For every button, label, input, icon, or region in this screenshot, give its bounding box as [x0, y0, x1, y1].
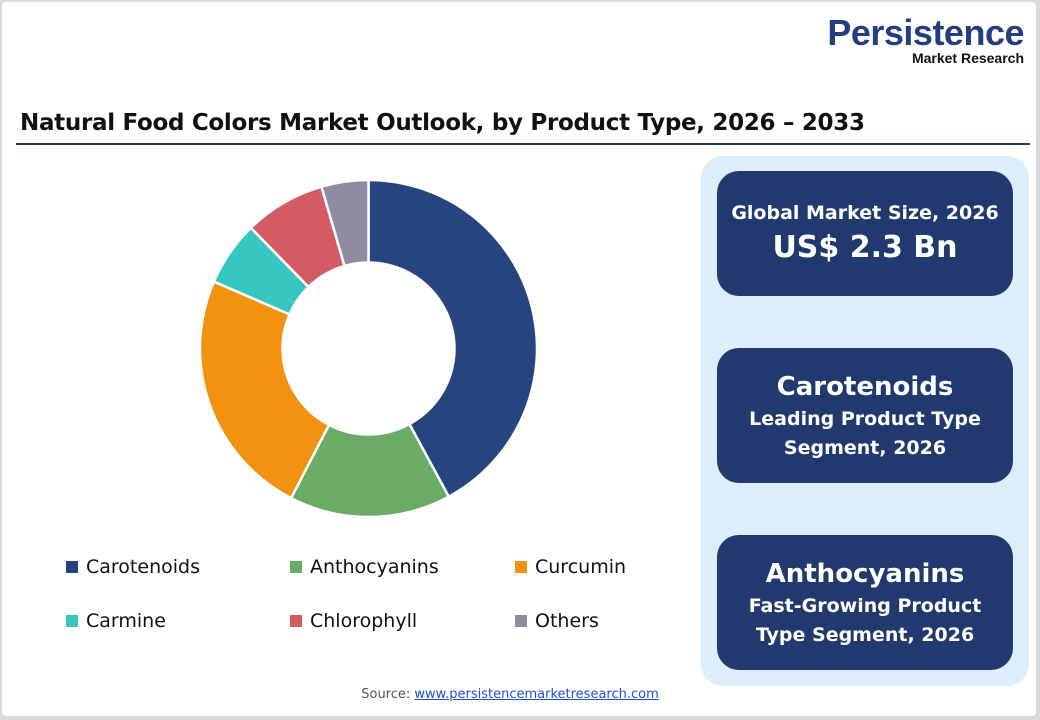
fastest-segment-label-1: Fast-Growing Product — [748, 594, 982, 617]
legend-label: Carotenoids — [86, 556, 200, 578]
slice-curcumin — [198, 279, 331, 500]
source-label: Source: — [361, 687, 411, 702]
legend-swatch — [290, 561, 302, 573]
fastest-segment-value: Anthocyanins — [765, 558, 965, 589]
legend-swatch — [290, 615, 302, 627]
market-size-label: Global Market Size, 2026 — [731, 202, 999, 224]
legend-label: Others — [535, 610, 599, 632]
leading-segment-value: Carotenoids — [776, 371, 954, 402]
legend-item-chlorophyll: Chlorophyll — [290, 610, 417, 632]
donut-chart — [198, 178, 539, 519]
fastest-segment-box: Anthocyanins Fast-Growing Product Type S… — [717, 535, 1013, 670]
legend-item-carmine: Carmine — [66, 610, 166, 632]
logo-name: Persistence — [827, 12, 1024, 53]
logo: Persistence Market Research — [826, 12, 1024, 67]
leading-segment-label-1: Leading Product Type — [749, 407, 981, 430]
market-size-box: Global Market Size, 2026 US$ 2.3 Bn — [717, 171, 1013, 296]
source-link[interactable]: www.persistencemarketresearch.com — [414, 687, 659, 702]
leading-segment-box: Carotenoids Leading Product Type Segment… — [717, 348, 1013, 483]
legend-label: Chlorophyll — [310, 610, 418, 632]
legend-swatch — [66, 615, 78, 627]
legend-item-anthocyanins: Anthocyanins — [290, 556, 439, 578]
legend-swatch — [515, 615, 527, 627]
fastest-segment-label-2: Type Segment, 2026 — [755, 623, 975, 646]
source-line: Source: www.persistencemarketresearch.co… — [0, 687, 1020, 702]
legend-label: Curcumin — [535, 556, 627, 578]
legend-label: Carmine — [86, 610, 166, 632]
legend-swatch — [66, 561, 78, 573]
slice-anthocyanins — [289, 422, 451, 519]
slice-carotenoids — [367, 178, 539, 499]
slice-others — [319, 178, 370, 268]
legend-item-carotenoids: Carotenoids — [66, 556, 200, 578]
legend-label: Anthocyanins — [310, 556, 439, 578]
legend-item-curcumin: Curcumin — [515, 556, 626, 578]
legend-swatch — [515, 561, 527, 573]
legend-item-others: Others — [515, 610, 599, 632]
title-divider — [16, 143, 1030, 145]
leading-segment-label-2: Segment, 2026 — [783, 436, 947, 459]
market-size-value: US$ 2.3 Bn — [772, 230, 958, 265]
logo-tagline: Market Research — [911, 50, 1024, 66]
chart-title: Natural Food Colors Market Outlook, by P… — [20, 110, 865, 136]
